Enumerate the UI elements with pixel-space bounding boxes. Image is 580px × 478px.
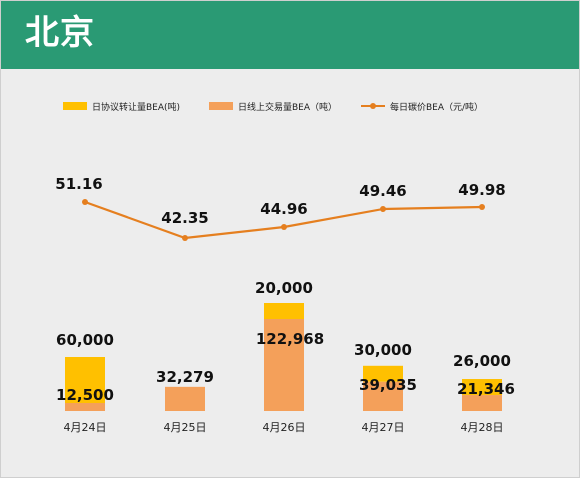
bar-online-3	[264, 319, 304, 411]
price-point-5	[479, 204, 485, 210]
bar-online-5	[462, 395, 502, 411]
x-tick-label-4: 4月27日	[362, 421, 405, 434]
price-label-2: 42.35	[161, 209, 208, 227]
x-tick-label-5: 4月28日	[461, 421, 504, 434]
price-label-5: 49.98	[458, 181, 505, 199]
bar-agreed-1	[65, 357, 105, 411]
price-point-1	[82, 199, 88, 205]
price-point-4	[380, 206, 386, 212]
combo-chart: 日协议转让量BEA(吨) 日线上交易量BEA（吨） 每日碳价BEA（元/吨） 51.1…	[55, 101, 515, 434]
agreed-label-1: 60,000	[56, 331, 114, 349]
bar-agreed-3	[264, 303, 304, 319]
bar-online-4	[363, 381, 403, 411]
price-label-1: 51.16	[55, 175, 102, 193]
x-tick-label-1: 4月24日	[64, 421, 107, 434]
price-point-2	[182, 235, 188, 241]
price-label-4: 49.46	[359, 182, 406, 200]
bar-online-2	[165, 386, 205, 411]
online-label-5: 21,346	[457, 380, 515, 398]
agreed-label-3: 20,000	[255, 279, 313, 297]
x-tick-label-3: 4月26日	[263, 421, 306, 434]
online-label-4: 39,035	[359, 376, 417, 394]
legend-label-3: 每日碳价BEA（元/吨）	[390, 101, 483, 113]
x-tick-label-2: 4月25日	[164, 421, 207, 434]
bar-agreed-4	[363, 365, 403, 382]
online-label-2: 32,279	[156, 368, 214, 386]
price-point-3	[281, 224, 287, 230]
bar-agreed-5	[462, 379, 502, 396]
legend-label-1: 日协议转让量BEA(吨)	[92, 101, 180, 113]
online-label-3: 122,968	[256, 330, 324, 348]
legend-label-2: 日线上交易量BEA（吨）	[238, 101, 337, 113]
legend-swatch-1	[63, 102, 87, 110]
online-label-1: 12,500	[56, 386, 114, 404]
legend-marker	[370, 103, 376, 109]
legend-swatch-2	[209, 102, 233, 110]
header-bar: 北京	[1, 1, 579, 69]
agreed-label-5: 26,000	[453, 352, 511, 370]
price-label-3: 44.96	[260, 200, 307, 218]
page-title: 北京	[25, 13, 95, 53]
bar-online-1	[65, 403, 105, 411]
agreed-label-4: 30,000	[354, 341, 412, 359]
